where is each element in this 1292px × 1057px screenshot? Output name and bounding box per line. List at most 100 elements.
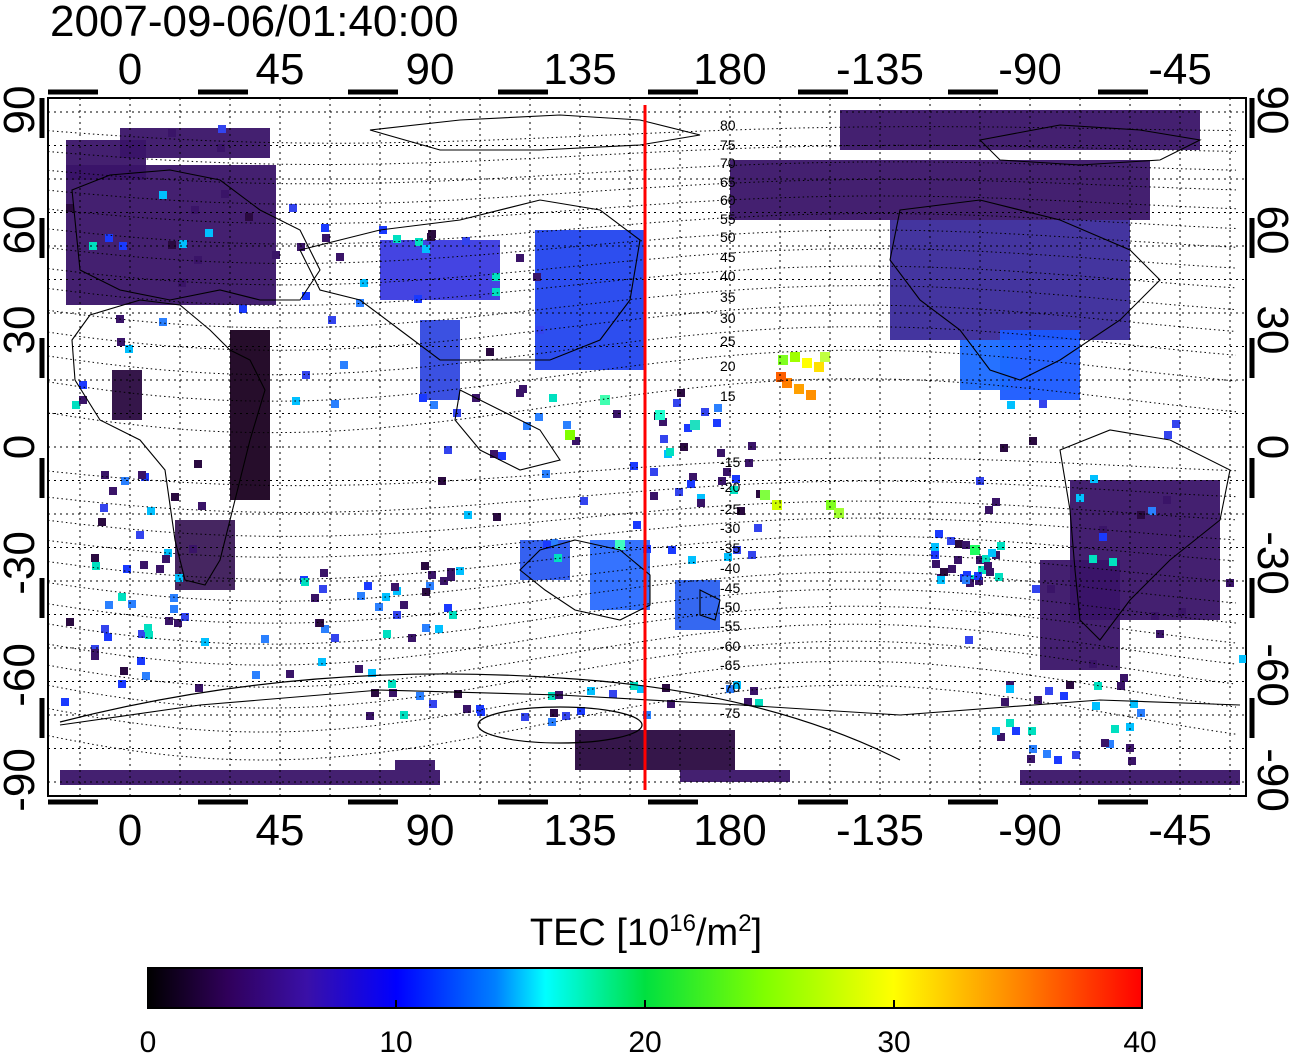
x-tick-label: 0 (118, 45, 142, 94)
tec-pixel (659, 418, 667, 426)
tec-pixel (289, 204, 297, 212)
tec-pixel (218, 125, 226, 133)
tec-pixel (940, 568, 948, 576)
tec-pixel (726, 685, 734, 693)
tec-pixel (366, 712, 374, 720)
tec-pixel (650, 468, 658, 476)
tec-pixel (535, 413, 543, 421)
tec-pixel (301, 578, 309, 586)
tec-pixel (120, 667, 128, 675)
tec-pixel (388, 680, 396, 688)
contour-line (48, 588, 1237, 645)
tec-pixel (128, 600, 136, 608)
frame-ticks (39, 89, 1255, 805)
contour-label: 55 (720, 211, 736, 227)
tec-pixel (416, 692, 424, 700)
tec-region (1000, 330, 1080, 400)
tec-pixel (1101, 739, 1109, 747)
tec-pixel (1117, 682, 1125, 690)
tec-pixel (1060, 692, 1068, 700)
colorbar-tick-label: 0 (140, 1026, 157, 1057)
tec-region (535, 230, 645, 370)
tec-pixel (748, 551, 756, 559)
tec-pixel (717, 449, 725, 457)
tec-pixel-high (970, 545, 980, 555)
tec-pixel (947, 537, 955, 545)
tec-pixel (562, 712, 570, 720)
contour-label: 75 (720, 137, 736, 153)
tec-pixel (687, 480, 695, 488)
right-y-axis: 90 60 30 0 -30 -60 -90 (1248, 86, 1292, 812)
tec-pixel (689, 473, 697, 481)
north-contour-labels: 80 75 70 65 60 55 50 45 40 35 30 25 20 1… (720, 117, 736, 404)
tec-pixel (109, 487, 117, 495)
tec-pixel (447, 573, 455, 581)
tec-pixel (536, 326, 544, 334)
tec-pixel (650, 492, 658, 500)
tec-pixel (175, 574, 183, 582)
contour-line (48, 213, 1237, 245)
tec-pixel (140, 561, 148, 569)
tec-pixel (533, 273, 541, 281)
tec-pixel (572, 437, 580, 445)
coastline (454, 389, 561, 471)
contour-label: -35 (720, 540, 740, 556)
contour-label: 65 (720, 174, 736, 190)
tec-pixel (444, 446, 452, 454)
tec-pixel (630, 682, 638, 690)
tec-pixel (168, 241, 176, 249)
contour-label: 60 (720, 192, 736, 208)
tec-pixel (429, 700, 437, 708)
tec-pixel (988, 549, 996, 557)
tec-pixel (986, 568, 994, 576)
y-tick-label: 30 (1248, 306, 1292, 355)
colorbar-tick-label: 30 (877, 1026, 910, 1057)
contour-line (48, 660, 1237, 733)
tec-pixel (422, 245, 430, 253)
tec-pixel (286, 670, 294, 678)
y-tick-label: 90 (1248, 86, 1292, 135)
tec-pixel (1072, 751, 1080, 759)
tec-pixel (755, 699, 763, 707)
tec-pixel (159, 191, 167, 199)
tec-pixel-high (834, 508, 844, 518)
contour-line (48, 535, 1237, 580)
tec-pixel (978, 566, 986, 574)
tec-pixel (336, 253, 344, 261)
contour-label: -70 (720, 679, 740, 695)
tec-pixel (931, 543, 939, 551)
tec-pixel (427, 233, 435, 241)
tec-pixel (1151, 612, 1159, 620)
tec-region (112, 370, 142, 420)
tec-pixel-high (782, 378, 792, 388)
tec-pixel (456, 567, 464, 575)
tec-pixel (91, 554, 99, 562)
tec-pixel (668, 546, 676, 554)
tec-pixel (92, 562, 100, 570)
tec-pixel (643, 545, 651, 553)
tec-pixel (688, 556, 696, 564)
tec-pixel (955, 540, 963, 548)
contour-label: 40 (720, 268, 736, 284)
contour-line (48, 571, 1237, 624)
tec-region (960, 340, 1010, 390)
contour-line (48, 304, 1237, 351)
tec-pixel (1089, 660, 1097, 668)
y-tick-label: -90 (1248, 748, 1292, 812)
tec-pixel (419, 394, 427, 402)
tec-pixel (430, 401, 438, 409)
y-tick-label: -90 (0, 748, 44, 812)
tec-pixel (550, 539, 558, 547)
tec-pixel (1137, 709, 1145, 717)
tec-pixel (580, 497, 588, 505)
x-tick-label: 45 (256, 45, 305, 94)
coastline (299, 199, 641, 361)
tec-pixel (673, 399, 681, 407)
tec-pixel (984, 562, 992, 570)
tec-pixel (136, 531, 144, 539)
tec-pixel (137, 657, 145, 665)
tec-pixel (1006, 685, 1014, 693)
tec-pixel (170, 594, 178, 602)
tec-pixel (1034, 696, 1042, 704)
